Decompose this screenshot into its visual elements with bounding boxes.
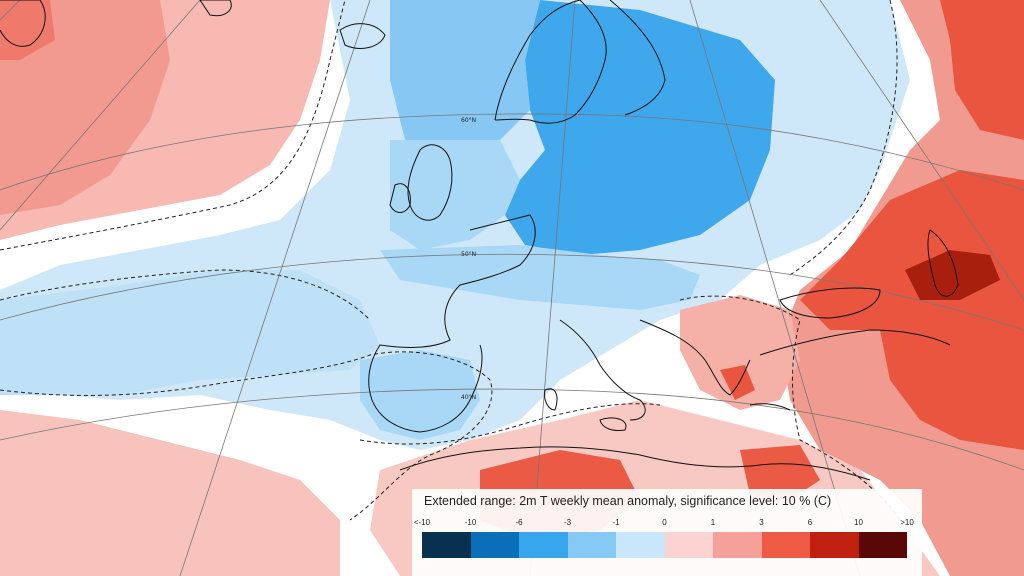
legend-swatch-8: [810, 532, 859, 558]
legend-swatch-1: [470, 532, 519, 558]
legend-tick-label: -3: [563, 518, 572, 527]
lat-label-40n: 40°N: [461, 394, 476, 401]
coastlines: [0, 0, 959, 481]
anomaly-region-north-atlantic-warmer: [0, 0, 170, 215]
anomaly-region-north-sea-cold: [390, 140, 520, 250]
anomaly-region-atlantic-cold: [0, 270, 380, 395]
anomaly-region-balkans-warm: [680, 295, 800, 410]
legend-tick-label: 10: [854, 518, 863, 527]
legend-swatch-2: [519, 532, 568, 558]
legend-tick-label: -6: [515, 518, 523, 527]
anomaly-region-caspian-very-warm: [905, 250, 1000, 300]
anomaly-region-norway-sea-cold: [390, 0, 540, 150]
anomaly-region-greece-warm: [720, 365, 755, 400]
legend-swatch-7: [761, 532, 810, 558]
legend-swatch-4: [616, 532, 665, 558]
legend-tick-label: >10: [900, 518, 914, 527]
legend-swatch-6: [713, 532, 762, 558]
anomaly-region-iberia-cool: [360, 350, 480, 440]
legend-swatch-0: [422, 532, 471, 558]
anomaly-region-turkey-warm: [800, 170, 1024, 450]
anomaly-region-france-alps-cold: [380, 245, 700, 310]
legend-swatch-3: [567, 532, 616, 558]
color-legend: Extended range: 2m T weekly mean anomaly…: [412, 489, 922, 576]
legend-swatch-5: [664, 532, 713, 558]
legend-tick-label: <-10: [413, 518, 431, 527]
legend-tick-label: 3: [759, 518, 764, 527]
legend-tick-label: -10: [464, 518, 477, 527]
legend-tick-label: 6: [807, 518, 813, 527]
lat-label-60n: 60°N: [461, 117, 476, 124]
significance-contours: [0, 0, 901, 521]
anomaly-region-central-europe-cold: [505, 0, 775, 255]
anomaly-region-russia-warm: [940, 0, 1024, 140]
legend-tick-label: 0: [662, 518, 667, 527]
legend-color-bar: [422, 532, 907, 558]
anomaly-region-libya-warm: [740, 445, 820, 500]
lat-label-50n: 50°N: [461, 251, 476, 258]
legend-swatch-9: [858, 532, 907, 558]
legend-tick-label: -1: [612, 518, 620, 527]
anomaly-region-subtropical-atlantic-warm: [0, 410, 340, 576]
legend-title: Extended range: 2m T weekly mean anomaly…: [424, 494, 832, 508]
legend-tick-label: 1: [710, 518, 716, 527]
